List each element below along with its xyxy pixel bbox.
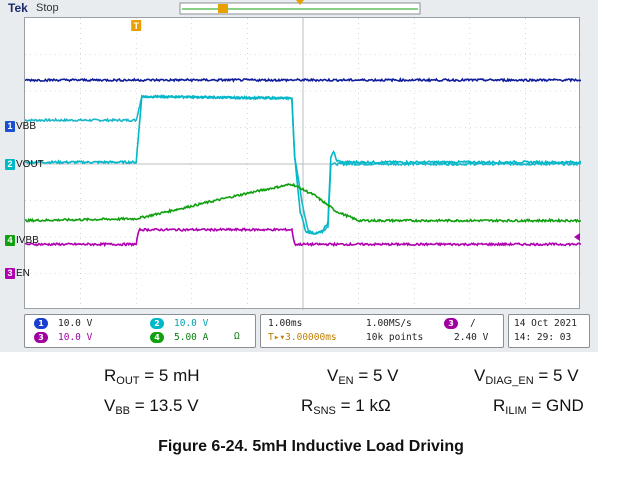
vertical-scale-panel — [24, 314, 256, 348]
bandwidth-icon: Ω — [234, 331, 240, 342]
ch2-label: 2 VOUT — [5, 159, 44, 170]
ch2-scale: 10.0 V — [174, 318, 209, 329]
figure-title: Figure 6-24. 5mH Inductive Load Driving — [158, 438, 464, 455]
ch1-scale: 10.0 V — [58, 318, 93, 329]
status-bar: 1 10.0 V 2 10.0 V 3 10.0 V 4 5.00 A Ω 1.… — [24, 312, 590, 350]
ch4-label: 4 IVBB — [5, 235, 39, 246]
ch3-label: 3 EN — [5, 268, 30, 279]
oscilloscope-screenshot: Tek Stop T 1 VBB 2 VOUT 4 IVBB 3 EN 1 10 — [0, 0, 598, 352]
trace-en — [25, 227, 581, 248]
traces — [25, 77, 581, 248]
condition-v-bb: VBB = 13.5 V — [104, 396, 199, 417]
condition-v-diag-en: VDIAG_EN = 5 V — [474, 366, 579, 387]
trace-vbb — [25, 94, 581, 236]
trigger-level-marker — [574, 233, 580, 241]
condition-r-sns: RSNS = 1 kΩ — [301, 396, 391, 417]
markers: T — [131, 20, 580, 241]
trace-reference — [25, 77, 581, 83]
trigger-slope: / — [470, 318, 476, 329]
brand-logo: Tek — [8, 1, 28, 15]
trigger-channel[interactable]: 3 — [444, 318, 458, 329]
timebase-panel — [260, 314, 504, 348]
condition-r-ilim: RILIM = GND — [493, 396, 584, 417]
ch3-indicator[interactable]: 3 — [34, 332, 48, 343]
trigger-level: 2.40 V — [454, 332, 489, 343]
record-length: 10k points — [366, 332, 424, 343]
trigger-marker-label: T — [133, 21, 139, 31]
date: 14 Oct 2021 — [514, 318, 577, 329]
waveform-display[interactable]: T 1 VBB 2 VOUT 4 IVBB 3 EN — [5, 17, 581, 310]
ch3-scale: 10.0 V — [58, 332, 93, 343]
trace-vout — [25, 94, 581, 235]
condition-v-en: VEN = 5 V — [327, 366, 399, 387]
scope-top-bar: Tek Stop — [0, 0, 598, 17]
time: 14: 29: 03 — [514, 332, 572, 343]
sample-rate: 1.00MS/s — [366, 318, 412, 329]
record-position-bar — [179, 0, 421, 15]
ch4-scale: 5.00 A — [174, 332, 209, 343]
trace-ivbb — [25, 182, 581, 224]
trigger-position-marker — [131, 20, 142, 31]
waveform-plot: T — [25, 18, 581, 310]
ch1-indicator[interactable]: 1 — [34, 318, 48, 329]
datetime-panel — [508, 314, 590, 348]
ch1-label: 1 VBB — [5, 121, 36, 132]
figure-caption: ROUT = 5 mH VEN = 5 V VDIAG_EN = 5 V VBB… — [0, 360, 622, 480]
trigger-position: T▸▾3.00000ms — [268, 332, 337, 343]
ch2-indicator[interactable]: 2 — [150, 318, 164, 329]
condition-r-out: ROUT = 5 mH — [104, 366, 200, 387]
ch4-indicator[interactable]: 4 — [150, 332, 164, 343]
timebase: 1.00ms — [268, 318, 303, 329]
acquisition-state: Stop — [36, 2, 59, 14]
